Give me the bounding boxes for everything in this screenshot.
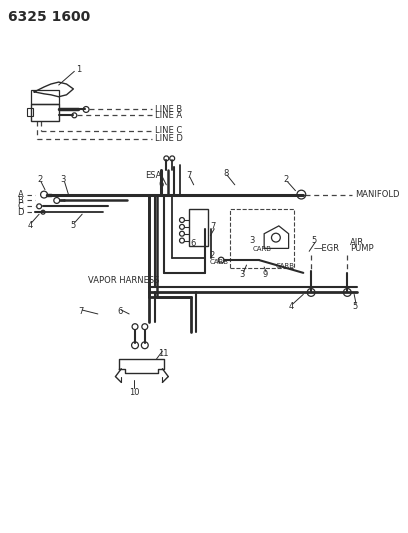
Text: 6: 6 [118, 308, 123, 317]
Text: 4: 4 [288, 302, 294, 311]
Text: 3: 3 [239, 270, 245, 279]
Text: MANIFOLD: MANIFOLD [355, 190, 400, 199]
Text: CARB: CARB [209, 259, 228, 265]
Text: 2: 2 [284, 175, 289, 184]
Text: 10: 10 [129, 387, 139, 397]
Text: C: C [18, 202, 24, 211]
Text: 7: 7 [186, 171, 191, 180]
Text: 5: 5 [311, 236, 316, 245]
Text: 7: 7 [78, 308, 84, 317]
Text: B: B [18, 196, 24, 205]
Bar [31, 90, 59, 103]
Text: LINE D: LINE D [155, 134, 182, 143]
Text: PUMP: PUMP [350, 244, 374, 253]
Text: 2: 2 [37, 175, 42, 184]
Text: CARB: CARB [276, 263, 295, 269]
Text: 7: 7 [211, 222, 216, 231]
Bar [189, 209, 208, 246]
Text: CARB: CARB [253, 246, 271, 253]
Text: 3: 3 [61, 175, 66, 184]
Text: A: A [18, 190, 23, 199]
Text: 5: 5 [352, 302, 357, 311]
Text: 3: 3 [249, 236, 255, 245]
Text: LINE B: LINE B [155, 105, 182, 114]
Text: D: D [18, 208, 24, 217]
Bar [230, 209, 293, 268]
Text: 11: 11 [158, 349, 169, 358]
Text: 6: 6 [158, 180, 164, 189]
Text: —EGR: —EGR [314, 244, 340, 253]
Text: 8: 8 [223, 168, 228, 177]
Text: 4: 4 [27, 221, 33, 230]
Bar [27, 109, 33, 116]
Text: AIR: AIR [350, 238, 364, 247]
Text: 1: 1 [76, 65, 82, 74]
Text: 5: 5 [71, 221, 76, 230]
Text: ESA: ESA [145, 171, 161, 180]
Text: VAPOR HARNESS: VAPOR HARNESS [88, 276, 160, 285]
Text: LINE A: LINE A [155, 111, 182, 120]
Text: 6: 6 [191, 239, 196, 248]
Text: 6325 1600: 6325 1600 [8, 10, 90, 23]
Bar [31, 103, 59, 121]
Text: LINE C: LINE C [155, 126, 182, 135]
Text: 9: 9 [262, 270, 268, 279]
Text: 2: 2 [209, 251, 215, 260]
